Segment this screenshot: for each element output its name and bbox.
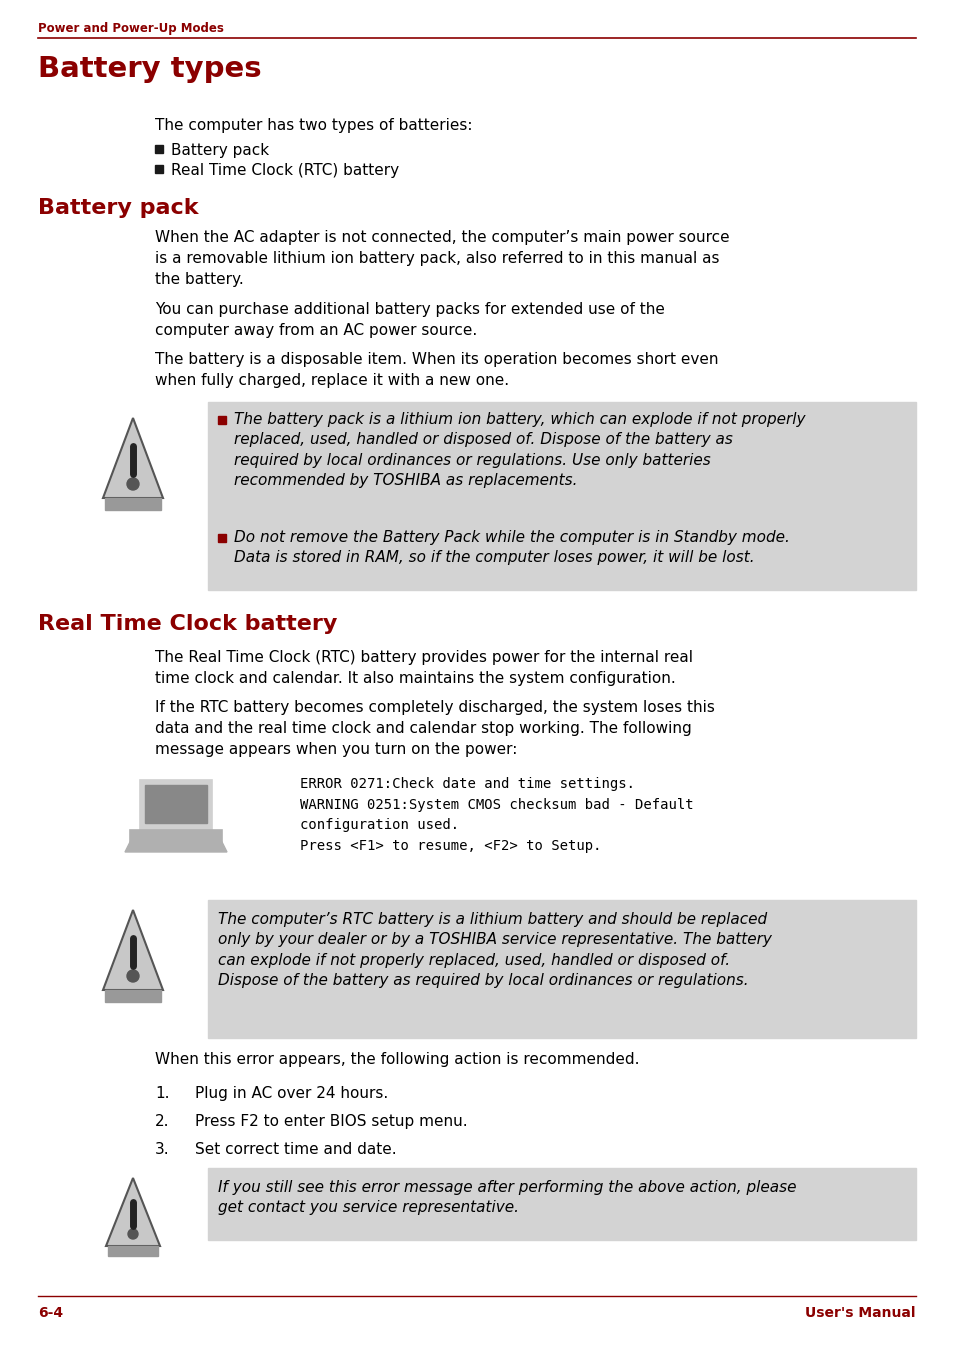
Text: The battery is a disposable item. When its operation becomes short even
when ful: The battery is a disposable item. When i… [154,352,718,388]
Text: User's Manual: User's Manual [804,1306,915,1320]
Text: Battery pack: Battery pack [38,197,198,218]
Text: Real Time Clock (RTC) battery: Real Time Clock (RTC) battery [171,164,398,178]
Bar [130,830,222,842]
Bar [140,780,212,830]
Polygon shape [125,842,227,852]
Text: Power and Power-Up Modes: Power and Power-Up Modes [38,22,224,35]
Text: 2.: 2. [154,1114,170,1129]
Circle shape [127,969,139,982]
Text: If the RTC battery becomes completely discharged, the system loses this
data and: If the RTC battery becomes completely di… [154,700,714,757]
Polygon shape [103,910,163,990]
Polygon shape [106,1178,160,1247]
Text: The computer has two types of batteries:: The computer has two types of batteries: [154,118,472,132]
Text: Set correct time and date.: Set correct time and date. [194,1142,396,1157]
Circle shape [128,1229,138,1238]
Text: 1.: 1. [154,1086,170,1101]
Bar [145,786,207,823]
Text: Do not remove the Battery Pack while the computer is in Standby mode.
Data is st: Do not remove the Battery Pack while the… [233,530,789,565]
Text: The battery pack is a lithium ion battery, which can explode if not properly
rep: The battery pack is a lithium ion batter… [233,412,804,488]
Circle shape [127,479,139,489]
Text: Plug in AC over 24 hours.: Plug in AC over 24 hours. [194,1086,388,1101]
Bar [208,900,915,1038]
Bar [154,145,163,153]
Bar [154,165,163,173]
Polygon shape [103,418,163,498]
Text: Battery pack: Battery pack [171,143,269,158]
Text: 3.: 3. [154,1142,170,1157]
Bar [218,534,226,542]
Bar [208,1168,915,1240]
Bar [108,1247,158,1256]
Text: You can purchase additional battery packs for extended use of the
computer away : You can purchase additional battery pack… [154,301,664,338]
Text: If you still see this error message after performing the above action, please
ge: If you still see this error message afte… [218,1180,796,1215]
Text: When this error appears, the following action is recommended.: When this error appears, the following a… [154,1052,639,1067]
Text: Press F2 to enter BIOS setup menu.: Press F2 to enter BIOS setup menu. [194,1114,467,1129]
Bar [218,416,226,425]
Text: ERROR 0271:Check date and time settings.
WARNING 0251:System CMOS checksum bad -: ERROR 0271:Check date and time settings.… [299,777,693,853]
Bar [208,402,915,589]
Text: Battery types: Battery types [38,55,261,82]
Bar [105,498,161,510]
Text: The Real Time Clock (RTC) battery provides power for the internal real
time cloc: The Real Time Clock (RTC) battery provid… [154,650,692,685]
Text: The computer’s RTC battery is a lithium battery and should be replaced
only by y: The computer’s RTC battery is a lithium … [218,913,771,988]
Text: When the AC adapter is not connected, the computer’s main power source
is a remo: When the AC adapter is not connected, th… [154,230,729,287]
Bar [105,990,161,1002]
Text: 6-4: 6-4 [38,1306,63,1320]
Text: Real Time Clock battery: Real Time Clock battery [38,614,337,634]
